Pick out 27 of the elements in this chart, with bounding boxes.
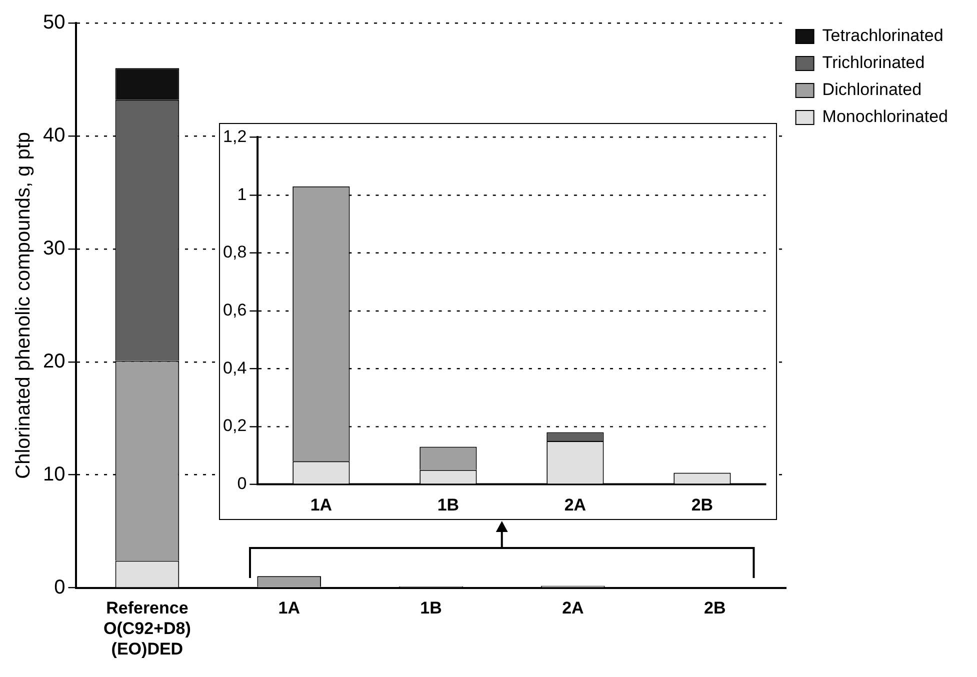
y-tick-label: 0,4 — [223, 358, 247, 378]
x-tick-label: 2A — [564, 495, 586, 514]
y-tick-label: 0,6 — [223, 300, 247, 320]
legend-label: Monochlorinated — [822, 107, 948, 126]
x-tick-label: 2B — [704, 598, 726, 618]
legend-label: Trichlorinated — [822, 53, 925, 72]
y-tick-label: 0 — [237, 474, 247, 494]
y-axis-title: Chlorinated phenolic compounds, g ptp — [12, 132, 35, 479]
y-tick-label: 0,2 — [223, 416, 247, 436]
y-tick-label: 1 — [237, 184, 247, 204]
x-tick-label: 1A — [278, 598, 300, 618]
x-tick-label: 1B — [420, 598, 442, 618]
legend-label: Dichlorinated — [822, 80, 922, 100]
y-tick-label: 20 — [42, 350, 66, 372]
x-tick-label: 1A — [310, 495, 332, 514]
x-tick-label: Reference O(C92+D8) (EO)DED — [104, 598, 191, 658]
legend-label: Tetrachlorinated — [822, 26, 944, 46]
y-tick-label: 50 — [42, 12, 66, 34]
x-tick-label: 2B — [691, 495, 714, 514]
y-tick-label: 1,2 — [223, 126, 247, 146]
x-tick-label: 1B — [437, 495, 460, 514]
y-tick-label: 40 — [42, 124, 66, 146]
y-tick-label: 0 — [54, 576, 66, 598]
y-tick-label: 30 — [42, 237, 66, 260]
y-tick-label: 0,8 — [223, 242, 247, 262]
y-tick-label: 10 — [42, 463, 66, 486]
x-tick-label: 2A — [562, 598, 584, 618]
